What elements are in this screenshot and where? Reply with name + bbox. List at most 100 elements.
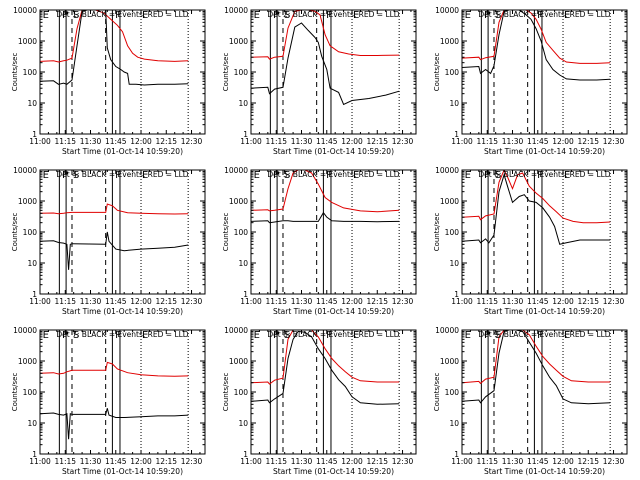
marker-label: P [115,170,121,181]
axes-frame [250,329,417,455]
marker-label: E [254,330,260,341]
x-tick-label: 11:45 [527,457,549,466]
x-tick-label: 11:00 [29,297,51,306]
y-tick-label: 100 [445,228,460,237]
y-tick-label: 100 [234,228,249,237]
x-axis-label: Start Time (01-Oct-14 10:59:20) [62,307,183,316]
x-tick-label: 11:30 [291,457,313,466]
x-tick-label: 11:15 [265,137,287,146]
x-tick-label: 11:00 [240,137,262,146]
y-tick-label: 1000 [440,357,459,366]
x-tick-label: 11:00 [240,297,262,306]
x-tick-label: 12:15 [577,297,599,306]
marker-label: E [564,330,570,341]
axes-frame [461,329,628,455]
x-tick-label: 11:45 [105,137,127,146]
x-tick-label: 11:15 [476,457,498,466]
x-tick-label: 11:00 [451,457,473,466]
y-axis-label: Counts/sec [222,53,230,92]
y-tick-label: 100 [445,388,460,397]
marker-label: E [353,330,359,341]
x-tick-label: 12:15 [155,297,177,306]
y-tick-label: 1000 [440,197,459,206]
x-tick-label: 11:15 [476,297,498,306]
x-tick-label: 12:00 [341,297,363,306]
panel-title: Det 3: BLACK = Events, RED = LLD [478,10,610,19]
lld-series-line [462,330,611,385]
x-tick-label: 12:15 [366,137,388,146]
marker-label: E [353,170,359,181]
marker-label: S [73,10,79,21]
y-tick-label: 1 [454,130,459,139]
y-axis-label: Counts/sec [433,373,441,412]
x-tick-label: 11:00 [29,137,51,146]
lld-series-line [251,10,400,60]
x-tick-label: 11:45 [105,457,127,466]
x-tick-label: 11:45 [105,297,127,306]
marker-label: P [115,330,121,341]
marker-label: P [62,170,68,181]
y-tick-label: 10 [27,259,37,268]
axes-frame [461,169,628,295]
marker-label: S [73,330,79,341]
marker-label: E [465,10,471,21]
y-tick-label: 10000 [435,6,459,15]
marker-label: E [43,170,49,181]
x-tick-label: 12:30 [181,137,203,146]
x-tick-label: 11:15 [265,457,287,466]
y-tick-label: 10 [27,419,37,428]
panel-title: Det 6: BLACK = Events, RED = LLD [478,170,610,179]
marker-label: E [465,170,471,181]
x-axis-label: Start Time (01-Oct-14 10:59:20) [273,467,394,476]
y-axis-label: Counts/sec [222,213,230,252]
y-tick-label: 10000 [224,166,248,175]
x-tick-label: 11:30 [80,137,102,146]
y-tick-label: 1000 [18,197,37,206]
y-tick-label: 1 [243,450,248,459]
x-tick-label: 12:00 [130,297,152,306]
marker-label: E [142,330,148,341]
marker-label: P [484,170,490,181]
x-tick-label: 11:30 [80,457,102,466]
y-tick-label: 1 [243,290,248,299]
marker-label: S [284,10,290,21]
x-tick-label: 11:45 [316,457,338,466]
marker-label: E [564,170,570,181]
events-series-line [40,10,189,86]
x-tick-label: 12:00 [130,137,152,146]
x-tick-label: 11:30 [502,297,524,306]
marker-label: P [326,10,332,21]
y-axis-label: Counts/sec [433,53,441,92]
lld-series-line [40,10,189,63]
panel-title: Det 5: BLACK = Events, RED = LLD [267,170,399,179]
y-tick-label: 10000 [224,326,248,335]
panel-det-2: E P S P E11:00 11:15 11:30 11:45 12:00 12:15 12:30… [222,6,417,156]
y-tick-label: 10 [449,99,459,108]
y-tick-label: 100 [445,68,460,77]
y-tick-label: 10000 [13,166,37,175]
y-tick-label: 1 [32,450,37,459]
x-tick-label: 12:00 [552,457,574,466]
marker-label: E [142,10,148,21]
marker-label: P [484,330,490,341]
events-series-line [251,211,400,224]
marker-label: P [326,170,332,181]
y-tick-label: 1 [32,130,37,139]
y-tick-label: 1 [454,450,459,459]
x-tick-label: 11:45 [316,137,338,146]
x-tick-label: 11:00 [240,457,262,466]
x-tick-label: 12:30 [603,297,625,306]
y-tick-label: 1000 [229,357,248,366]
x-tick-label: 12:30 [603,457,625,466]
marker-label: E [254,10,260,21]
x-tick-label: 11:45 [527,297,549,306]
marker-label: P [326,330,332,341]
y-axis-label: Counts/sec [11,373,19,412]
y-tick-label: 1 [243,130,248,139]
marker-label: P [537,10,543,21]
axes-frame [39,329,206,455]
x-tick-label: 11:45 [316,297,338,306]
panel-det-7: E P S P E11:00 11:15 11:30 11:45 12:00 12:15 12:30… [11,326,206,476]
marker-label: E [43,330,49,341]
